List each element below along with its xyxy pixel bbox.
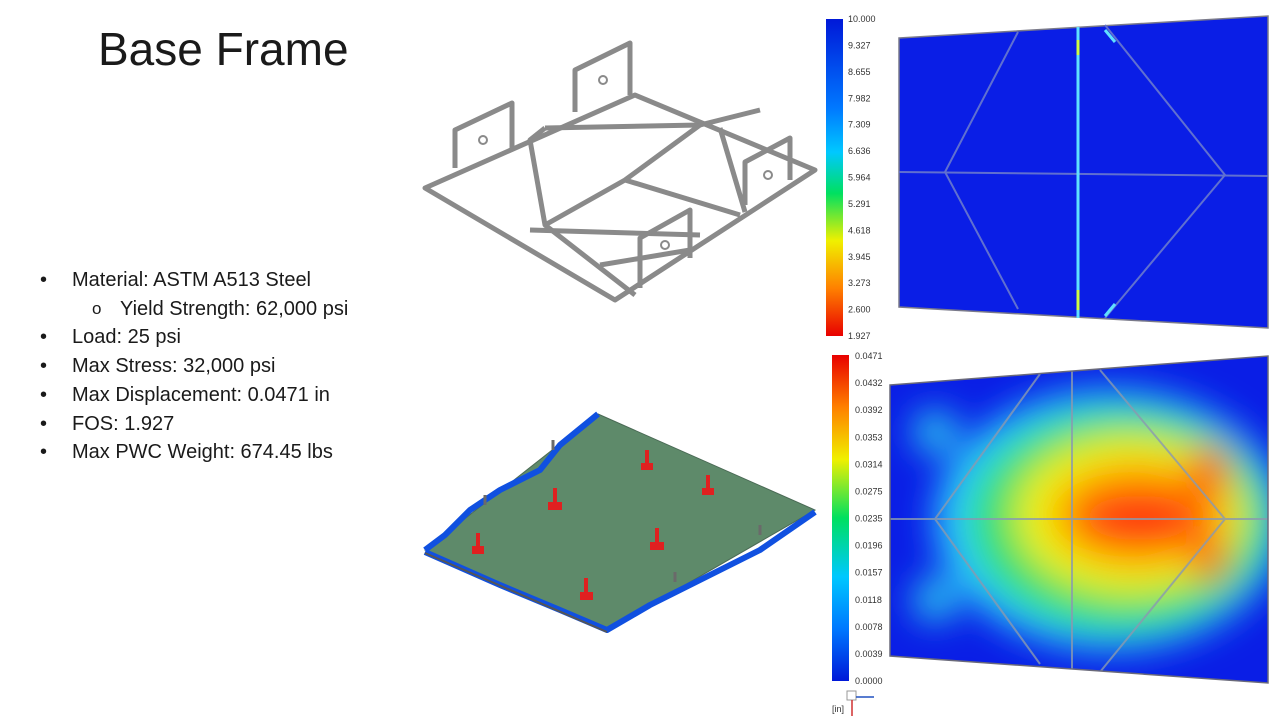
displacement-legend-label: 0.0353 <box>855 432 883 442</box>
displacement-legend: 0.0471 0.0432 0.0392 0.0353 0.0314 0.0275 0.02… <box>832 351 883 716</box>
bullet-yield-strength: Yield Strength: 62,000 psi <box>40 295 348 324</box>
displacement-legend-labels: 0.0471 0.0432 0.0392 0.0353 0.0314 0.0275 0.02… <box>855 351 883 686</box>
fos-legend-label: 7.982 <box>848 93 871 103</box>
bullet-max-displacement: Max Displacement: 0.0471 in <box>40 381 348 410</box>
fos-legend: 10.000 9.327 8.655 7.982 7.309 6.636 5.964 5.29… <box>826 14 876 341</box>
bullet-load: Load: 25 psi <box>40 323 348 352</box>
displacement-plot <box>889 355 1269 684</box>
bullet-material: Material: ASTM A513 Steel <box>40 266 348 295</box>
displacement-legend-label: 0.0118 <box>855 595 882 605</box>
lifting-eye-icons <box>478 75 773 250</box>
displacement-legend-label: 0.0157 <box>855 568 883 578</box>
fos-legend-label: 2.600 <box>848 305 871 315</box>
displacement-legend-label: 0.0392 <box>855 405 883 415</box>
slide-title: Base Frame <box>98 23 349 75</box>
load-arrow-icons <box>472 450 714 600</box>
fos-legend-label: 5.291 <box>848 199 871 209</box>
fos-legend-label: 3.273 <box>848 278 871 288</box>
loaded-plate-illustration <box>423 411 817 633</box>
fos-legend-label: 10.000 <box>848 14 876 24</box>
frame-model-illustration <box>422 40 818 303</box>
fos-legend-label: 3.945 <box>848 252 871 262</box>
displacement-legend-label: 0.0039 <box>855 649 883 659</box>
displacement-colorbar <box>832 355 849 681</box>
displacement-legend-label: 0.0196 <box>855 541 883 551</box>
fos-legend-labels: 10.000 9.327 8.655 7.982 7.309 6.636 5.964 5.29… <box>848 14 876 341</box>
displacement-legend-label: 0.0314 <box>855 459 883 469</box>
bullet-max-weight: Max PWC Weight: 674.45 lbs <box>40 438 348 467</box>
bullet-max-stress: Max Stress: 32,000 psi <box>40 352 348 381</box>
axis-triad-icon <box>846 690 874 716</box>
displacement-unit: [in] <box>832 704 844 714</box>
fos-legend-label: 4.618 <box>848 225 871 235</box>
fos-legend-label: 5.964 <box>848 173 871 183</box>
fos-plot <box>898 15 1269 329</box>
fos-legend-label: 8.655 <box>848 67 871 77</box>
displacement-legend-label: 0.0235 <box>855 514 883 524</box>
bullet-fos: FOS: 1.927 <box>40 410 348 439</box>
spec-list: Material: ASTM A513 Steel Yield Strength… <box>40 266 348 467</box>
fos-legend-label: 1.927 <box>848 331 871 341</box>
fos-legend-label: 6.636 <box>848 146 871 156</box>
fos-legend-label: 9.327 <box>848 40 871 50</box>
displacement-legend-label: 0.0078 <box>855 622 883 632</box>
fos-legend-label: 7.309 <box>848 120 871 130</box>
displacement-legend-label: 0.0000 <box>855 676 883 686</box>
displacement-legend-label: 0.0432 <box>855 378 883 388</box>
displacement-legend-label: 0.0275 <box>855 486 883 496</box>
displacement-legend-label: 0.0471 <box>855 351 883 361</box>
fos-colorbar <box>826 19 843 336</box>
